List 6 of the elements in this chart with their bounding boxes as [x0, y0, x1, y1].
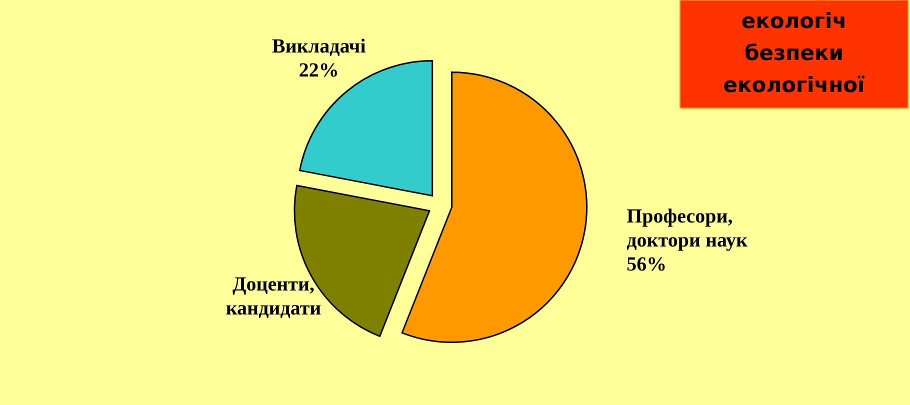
text: екологіч безпеки екологічної — [723, 9, 865, 97]
slice-label: Доценти, кандидати — [226, 274, 322, 320]
data-label: 56% — [626, 254, 667, 276]
slice-label: Професори, доктори наук — [626, 206, 748, 252]
slice-label: Викладачі — [272, 36, 366, 58]
data-label: 22% — [298, 60, 339, 82]
